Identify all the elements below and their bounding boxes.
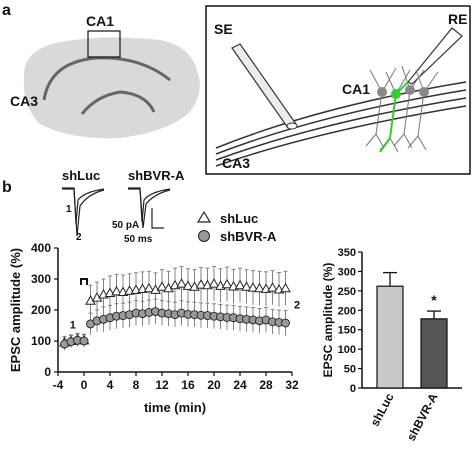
x-tick-label: 4 bbox=[107, 378, 114, 392]
panel-a-label: a bbox=[2, 2, 11, 19]
data-point-shluc bbox=[254, 282, 265, 293]
bar-y-tick-label: 100 bbox=[338, 344, 356, 356]
y-tick-label: 100 bbox=[31, 334, 51, 348]
recording-electrode bbox=[407, 27, 463, 85]
brain-ca1-label: CA1 bbox=[86, 13, 114, 29]
annotation-marker-1: 1 bbox=[70, 320, 76, 332]
annotation-marker-2: 2 bbox=[294, 299, 300, 311]
fiber-2 bbox=[215, 89, 467, 155]
legend-label-shbvr: shBVR-A bbox=[220, 229, 277, 244]
data-point-shluc bbox=[156, 281, 168, 291]
inset-ca3-label: CA3 bbox=[222, 155, 250, 171]
data-point-shluc bbox=[111, 285, 122, 296]
trace-shbvr-1 bbox=[128, 187, 171, 223]
bar-y-tick-label: 300 bbox=[338, 266, 356, 278]
tetanus-marker bbox=[80, 278, 88, 285]
legend: shLuc shBVR-A bbox=[196, 210, 277, 244]
data-point-shluc bbox=[176, 278, 187, 288]
brain-schematic bbox=[23, 30, 200, 139]
inset-frame bbox=[205, 5, 471, 175]
neuron-soma-2 bbox=[391, 89, 401, 99]
data-point-shluc bbox=[195, 279, 207, 289]
ca-layer-inner bbox=[80, 90, 156, 115]
bar-y-tick-label: 350 bbox=[338, 247, 356, 259]
trace-shbvr-2 bbox=[128, 188, 171, 229]
trace-marker-1: 1 bbox=[66, 204, 72, 215]
legend-triangle-icon bbox=[196, 210, 212, 223]
bar-0 bbox=[376, 285, 404, 389]
y-tick-label: 0 bbox=[44, 365, 51, 379]
data-point-shluc bbox=[247, 282, 259, 292]
hippocampus-outline bbox=[23, 37, 200, 139]
inset-panel bbox=[205, 5, 471, 175]
inset-ca1-label: CA1 bbox=[342, 81, 370, 97]
example-traces: shLuc shBVR-A 1 2 50 pA 50 ms bbox=[62, 168, 185, 245]
bar-y-tick-label: 0 bbox=[350, 383, 356, 395]
scale-y-label: 50 pA bbox=[112, 220, 139, 231]
scale-bar bbox=[151, 208, 164, 229]
x-tick-label: 32 bbox=[285, 378, 299, 392]
ca1-region-box bbox=[87, 30, 121, 58]
data-point-shbvr bbox=[281, 318, 290, 328]
bar-y-tick-label: 250 bbox=[338, 286, 356, 298]
scale-x-label: 50 ms bbox=[124, 234, 153, 245]
data-point-shluc bbox=[208, 278, 220, 288]
trace-shluc-2 bbox=[62, 188, 105, 237]
bar-y-tick-label: 50 bbox=[344, 364, 356, 376]
y-tick-label: 200 bbox=[31, 303, 51, 317]
x-axis-label: time (min) bbox=[144, 400, 206, 415]
x-tick-label: -4 bbox=[53, 378, 64, 392]
x-tick-label: 0 bbox=[81, 378, 88, 392]
data-point-shluc bbox=[241, 281, 252, 291]
data-point-shluc bbox=[267, 282, 278, 292]
trace-group2-label: shBVR-A bbox=[128, 168, 185, 183]
bar-category-label: shBVR-A bbox=[404, 391, 441, 444]
bar-1 bbox=[420, 318, 448, 389]
x-tick-label: 16 bbox=[181, 378, 195, 392]
brain-ca3-label: CA3 bbox=[10, 93, 38, 109]
bar-y-tick-label: 150 bbox=[338, 325, 356, 337]
bar-y-axis-label: EPSC amplitude (%) bbox=[321, 263, 335, 378]
trace-group1-label: shLuc bbox=[62, 168, 100, 183]
y-tick-label: 400 bbox=[31, 241, 51, 255]
y-tick-label: 300 bbox=[31, 272, 51, 286]
data-point-shluc bbox=[234, 279, 246, 290]
panel-b-label: b bbox=[2, 179, 12, 196]
fiber-4 bbox=[215, 105, 467, 167]
x-tick-label: 12 bbox=[155, 378, 169, 392]
fiber-3 bbox=[215, 97, 467, 161]
data-point-shbvr bbox=[79, 336, 89, 346]
legend-label-shluc: shLuc bbox=[220, 211, 258, 226]
x-tick-label: 28 bbox=[259, 378, 273, 392]
x-tick-label: 20 bbox=[207, 378, 221, 392]
data-point-shluc bbox=[182, 280, 194, 290]
green-axon bbox=[379, 81, 409, 153]
data-point-shluc bbox=[143, 282, 155, 293]
bar-category-label: shLuc bbox=[368, 391, 397, 429]
significance-marker: * bbox=[431, 292, 437, 308]
inset-se-label: SE bbox=[214, 21, 233, 37]
fiber-1 bbox=[215, 81, 467, 149]
neuron-soma-3 bbox=[405, 85, 415, 95]
trace-marker-2: 2 bbox=[76, 232, 82, 243]
data-point-shluc bbox=[280, 282, 291, 293]
ca-layer-outer bbox=[42, 56, 171, 101]
bar-y-tick-label: 200 bbox=[338, 305, 356, 317]
x-tick-label: 8 bbox=[133, 378, 140, 392]
inset-re-label: RE bbox=[448, 11, 467, 27]
y-axis-label: EPSC amplitude (%) bbox=[8, 248, 23, 372]
legend-circle-icon bbox=[198, 230, 210, 242]
neuron-soma-1 bbox=[377, 87, 387, 97]
data-point-shluc bbox=[221, 278, 233, 289]
neuron-soma-4 bbox=[419, 87, 429, 97]
x-tick-label: 24 bbox=[233, 378, 247, 392]
electrode-tip bbox=[286, 122, 298, 130]
